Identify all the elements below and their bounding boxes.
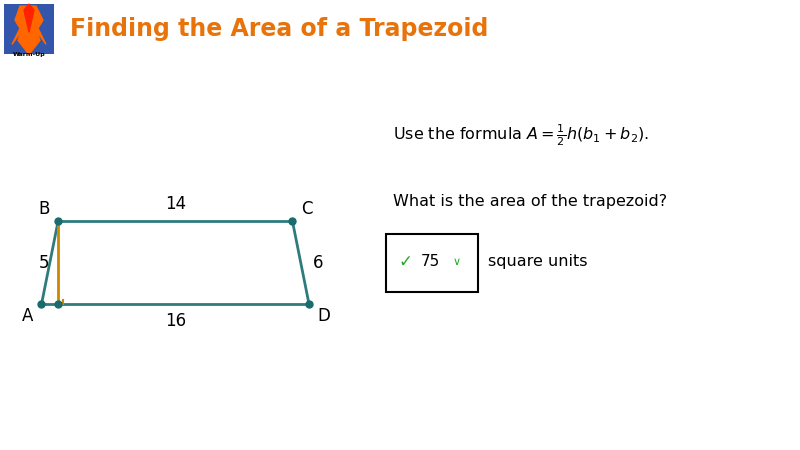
Text: Finding the Area of a Trapezoid: Finding the Area of a Trapezoid bbox=[70, 17, 488, 41]
Text: 16: 16 bbox=[165, 312, 186, 330]
Text: B: B bbox=[38, 200, 50, 218]
Text: ∨: ∨ bbox=[453, 256, 461, 267]
FancyBboxPatch shape bbox=[386, 234, 478, 292]
Text: ✓: ✓ bbox=[399, 253, 413, 271]
Text: 6: 6 bbox=[313, 254, 323, 272]
FancyBboxPatch shape bbox=[4, 4, 54, 54]
Text: D: D bbox=[318, 307, 330, 325]
Text: Warm-Up: Warm-Up bbox=[13, 53, 46, 58]
Polygon shape bbox=[12, 6, 46, 54]
Text: What is the area of the trapezoid?: What is the area of the trapezoid? bbox=[393, 194, 666, 209]
Text: C: C bbox=[301, 200, 312, 218]
Text: 75: 75 bbox=[421, 254, 440, 269]
Text: square units: square units bbox=[488, 254, 588, 269]
Text: A: A bbox=[22, 307, 33, 325]
Text: 14: 14 bbox=[165, 195, 186, 213]
Text: Use the formula $A = \frac{1}{2}h(b_1 + b_2)$.: Use the formula $A = \frac{1}{2}h(b_1 + … bbox=[393, 122, 649, 148]
Polygon shape bbox=[24, 4, 34, 32]
Text: 5: 5 bbox=[38, 254, 49, 272]
